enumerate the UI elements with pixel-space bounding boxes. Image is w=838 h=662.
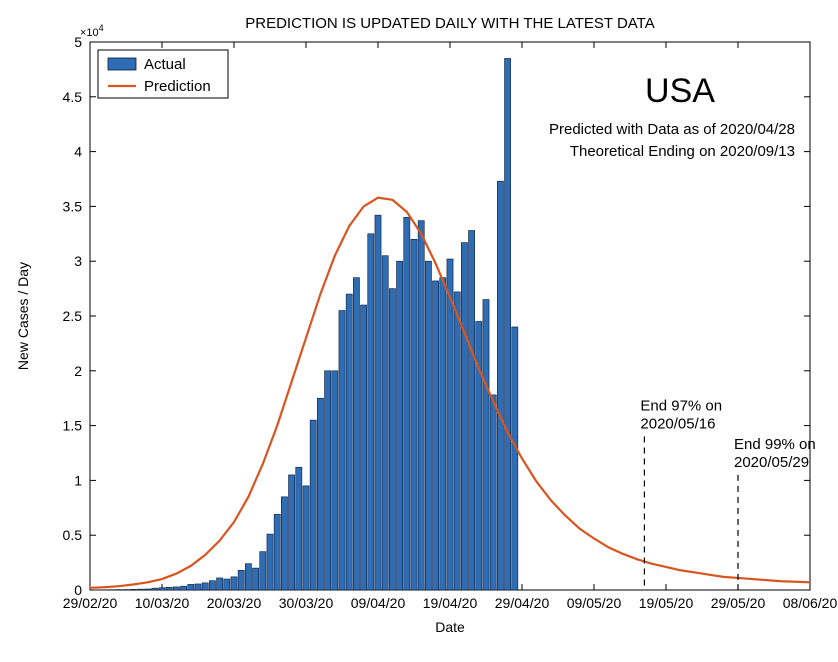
y-tick-label: 3.5 bbox=[63, 198, 83, 214]
bar bbox=[353, 278, 359, 590]
bar bbox=[130, 589, 136, 590]
bar bbox=[332, 371, 338, 590]
bar bbox=[454, 292, 460, 590]
bar bbox=[195, 584, 201, 590]
y-tick-label: 2.5 bbox=[63, 308, 83, 324]
bar bbox=[181, 586, 187, 590]
bar bbox=[224, 579, 230, 590]
bar bbox=[289, 475, 295, 590]
bar bbox=[281, 497, 287, 590]
x-tick-label: 29/05/20 bbox=[711, 595, 766, 611]
bar bbox=[461, 243, 467, 590]
bar bbox=[245, 564, 251, 590]
end99-label-1: End 99% on bbox=[734, 436, 816, 453]
bar bbox=[389, 289, 395, 590]
legend-label-actual: Actual bbox=[144, 56, 186, 73]
bar bbox=[209, 581, 215, 590]
bar bbox=[483, 300, 489, 590]
bar bbox=[505, 58, 511, 590]
bar bbox=[346, 294, 352, 590]
x-tick-label: 29/02/20 bbox=[63, 595, 118, 611]
subtitle-2: Theoretical Ending on 2020/09/13 bbox=[570, 143, 795, 160]
bar bbox=[145, 589, 151, 590]
y-tick-label: 1.5 bbox=[63, 418, 83, 434]
bar bbox=[231, 577, 237, 590]
y-tick-label: 4 bbox=[74, 144, 82, 160]
bar bbox=[411, 239, 417, 590]
bar bbox=[418, 221, 424, 590]
end97-label-1: End 97% on bbox=[640, 398, 722, 415]
bar bbox=[173, 587, 179, 590]
bar bbox=[202, 583, 208, 590]
bar bbox=[166, 587, 172, 590]
bar bbox=[260, 552, 266, 590]
bar bbox=[317, 398, 323, 590]
bar bbox=[469, 231, 475, 590]
y-axis-label: New Cases / Day bbox=[15, 262, 31, 370]
bar bbox=[152, 588, 158, 590]
x-axis-label: Date bbox=[435, 619, 465, 635]
x-tick-label: 09/04/20 bbox=[351, 595, 406, 611]
bar bbox=[188, 584, 194, 590]
bar bbox=[137, 589, 143, 590]
y-tick-label: 0.5 bbox=[63, 527, 83, 543]
chart-svg: 00.511.522.533.544.5529/02/2010/03/2020/… bbox=[0, 0, 838, 662]
x-tick-label: 19/05/20 bbox=[639, 595, 694, 611]
bar bbox=[238, 570, 244, 590]
bar bbox=[253, 568, 259, 590]
bar bbox=[440, 278, 446, 590]
chart-container: 00.511.522.533.544.5529/02/2010/03/2020/… bbox=[0, 0, 838, 662]
bar bbox=[310, 420, 316, 590]
bar bbox=[490, 395, 496, 590]
x-tick-label: 09/05/20 bbox=[567, 595, 622, 611]
bar bbox=[361, 305, 367, 590]
x-tick-label: 08/06/20 bbox=[783, 595, 838, 611]
bar bbox=[512, 327, 518, 590]
bar bbox=[267, 534, 273, 590]
bar bbox=[159, 588, 165, 590]
end97-label-2: 2020/05/16 bbox=[640, 416, 715, 433]
subtitle-1: Predicted with Data as of 2020/04/28 bbox=[549, 121, 795, 138]
y-tick-label: 2 bbox=[74, 363, 82, 379]
bar bbox=[217, 578, 223, 590]
x-tick-label: 19/04/20 bbox=[423, 595, 478, 611]
bar bbox=[303, 486, 309, 590]
bar bbox=[375, 215, 381, 590]
x-tick-label: 10/03/20 bbox=[135, 595, 190, 611]
bar bbox=[433, 281, 439, 590]
legend-swatch-bar bbox=[108, 58, 136, 70]
bar bbox=[339, 311, 345, 590]
bar bbox=[397, 261, 403, 590]
bar bbox=[425, 261, 431, 590]
bar bbox=[382, 256, 388, 590]
bar bbox=[404, 217, 410, 590]
bar bbox=[325, 371, 331, 590]
y-tick-label: 3 bbox=[74, 253, 82, 269]
bar bbox=[368, 234, 374, 590]
bar bbox=[447, 259, 453, 590]
x-tick-label: 20/03/20 bbox=[207, 595, 262, 611]
country-label: USA bbox=[645, 72, 715, 110]
x-tick-label: 29/04/20 bbox=[495, 595, 550, 611]
y-tick-label: 1 bbox=[74, 472, 82, 488]
x-tick-label: 30/03/20 bbox=[279, 595, 334, 611]
bar bbox=[497, 181, 503, 590]
y-tick-label: 4.5 bbox=[63, 89, 83, 105]
chart-title: PREDICTION IS UPDATED DAILY WITH THE LAT… bbox=[245, 15, 655, 32]
bar bbox=[296, 467, 302, 590]
end99-label-2: 2020/05/29 bbox=[734, 454, 809, 471]
bar bbox=[274, 514, 280, 590]
legend-label-prediction: Prediction bbox=[144, 78, 211, 95]
